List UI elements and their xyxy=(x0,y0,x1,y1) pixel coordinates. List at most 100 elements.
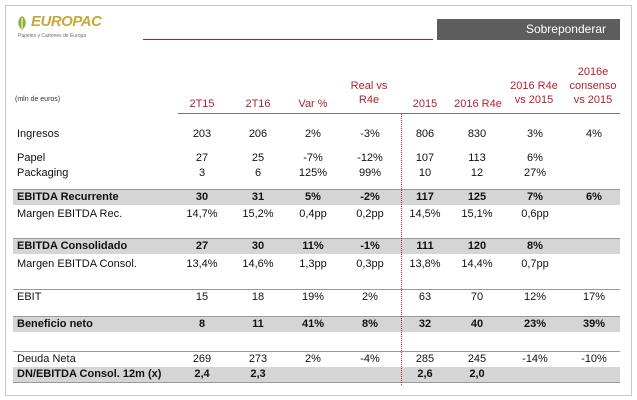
cell: -2% xyxy=(360,191,380,203)
cell: 15,2% xyxy=(242,208,274,220)
cell: 2,6 xyxy=(417,368,433,380)
col-header-2t16: 2T16 xyxy=(245,98,271,110)
cell: 7% xyxy=(527,191,543,203)
cell: 8% xyxy=(527,240,543,252)
table-row: Ingresos 203 206 2% -3% 806 830 3% 4% xyxy=(13,127,620,142)
cell: 1,3pp xyxy=(299,258,327,270)
col-header-consenso: 2016e consenso vs 2015 xyxy=(569,66,617,106)
cell: 6% xyxy=(527,152,543,164)
cell: 12% xyxy=(523,291,547,303)
cell: 30 xyxy=(251,240,265,252)
row-label: Papel xyxy=(17,152,46,164)
cell: 4% xyxy=(586,128,602,140)
cell: 14,7% xyxy=(186,208,218,220)
cell: 0,7pp xyxy=(521,258,549,270)
cell: 11% xyxy=(302,240,324,252)
cell: 0,3pp xyxy=(356,258,384,270)
cell: 70 xyxy=(470,291,484,303)
cell: 3% xyxy=(527,128,543,140)
cell: 2% xyxy=(305,353,321,365)
cell: 31 xyxy=(251,191,265,203)
cell: 14,6% xyxy=(242,258,274,270)
col-header-2016r4e-vs: 2016 R4e vs 2015 xyxy=(510,80,558,106)
cell: 2% xyxy=(305,128,321,140)
col-header-var: Var % xyxy=(298,98,328,110)
cell: 23% xyxy=(523,318,547,330)
col-header-2015: 2015 xyxy=(412,98,438,110)
row-label: Margen EBITDA Consol. xyxy=(17,258,137,270)
cell: 17% xyxy=(582,291,606,303)
table-row: DN/EBITDA Consol. 12m (x) 2,4 2,3 2,6 2,… xyxy=(13,367,620,383)
cell: -1% xyxy=(360,240,380,252)
cell: 14,4% xyxy=(461,258,493,270)
cell: 111 xyxy=(416,240,434,252)
cell: 10 xyxy=(418,167,432,179)
cell: -7% xyxy=(303,152,323,164)
cell: 27 xyxy=(195,240,209,252)
cell: 6% xyxy=(586,191,602,203)
cell: 11 xyxy=(252,318,264,330)
cell: 32 xyxy=(418,318,432,330)
units-label: (mln de euros) xyxy=(15,96,61,103)
cell: 5% xyxy=(305,191,321,203)
cell: 99% xyxy=(358,167,382,179)
cell: 120 xyxy=(467,240,487,252)
row-label: Ingresos xyxy=(17,128,60,140)
cell: 2,0 xyxy=(469,368,485,380)
table-row: Margen EBITDA Rec. 14,7% 15,2% 0,4pp 0,2… xyxy=(13,207,620,222)
col-header-2016r4e: 2016 R4e xyxy=(454,98,502,110)
cell: 13,4% xyxy=(186,258,218,270)
cell: 125% xyxy=(298,167,328,179)
cell: -3% xyxy=(360,128,380,140)
cell: 13,8% xyxy=(409,258,441,270)
cell: 125 xyxy=(467,191,487,203)
cell: 25 xyxy=(251,152,265,164)
logo-text: EUROPAC xyxy=(31,13,102,30)
table-row: Beneficio neto 8 11 41% 8% 32 40 23% 39% xyxy=(13,316,620,332)
cell: 269 xyxy=(192,353,212,365)
row-label: Packaging xyxy=(17,167,69,179)
cell: 830 xyxy=(467,128,487,140)
table-row: Packaging 3 6 125% 99% 10 12 27% xyxy=(13,166,620,181)
cell: 15 xyxy=(195,291,209,303)
row-label: DN/EBITDA Consol. 12m (x) xyxy=(17,368,162,380)
cell: 6 xyxy=(254,167,262,179)
cell: 30 xyxy=(195,191,209,203)
col-header-real-vs: Real vs R4e xyxy=(350,80,388,106)
cell: 8 xyxy=(198,318,206,330)
leaf-logo-icon xyxy=(18,16,26,30)
cell: 40 xyxy=(470,318,484,330)
cell: 203 xyxy=(192,128,212,140)
cell: -14% xyxy=(522,353,548,365)
cell: 0,4pp xyxy=(299,208,327,220)
cell: 27 xyxy=(195,152,209,164)
table-row: Margen EBITDA Consol. 13,4% 14,6% 1,3pp … xyxy=(13,257,620,272)
cell: 273 xyxy=(248,353,268,365)
rating-banner: Sobreponderar xyxy=(437,19,620,40)
cell: 27% xyxy=(523,167,547,179)
cell: -10% xyxy=(581,353,607,365)
table-row: Deuda Neta 269 273 2% -4% 285 245 -14% -… xyxy=(13,351,620,367)
cell: 8% xyxy=(362,318,378,330)
cell: 2,4 xyxy=(194,368,210,380)
cell: 206 xyxy=(248,128,268,140)
table-row: EBITDA Recurrente 30 31 5% -2% 117 125 7… xyxy=(13,189,620,205)
header-rule xyxy=(143,39,433,40)
table-row: EBIT 15 18 19% 2% 63 70 12% 17% xyxy=(13,289,620,305)
cell: 18 xyxy=(251,291,265,303)
row-label: EBIT xyxy=(17,291,42,303)
cell: 806 xyxy=(415,128,435,140)
col-header-2t15: 2T15 xyxy=(189,98,215,110)
cell: 0,6pp xyxy=(521,208,549,220)
cell: 63 xyxy=(418,291,432,303)
table-row: EBITDA Consolidado 27 30 11% -1% 111 120… xyxy=(13,238,620,254)
cell: 117 xyxy=(416,191,434,203)
cell: 245 xyxy=(467,353,487,365)
cell: 15,1% xyxy=(461,208,493,220)
cell: 107 xyxy=(415,152,435,164)
row-label: Deuda Neta xyxy=(17,353,76,365)
row-label: Beneficio neto xyxy=(17,318,93,330)
cell: 19% xyxy=(301,291,325,303)
logo-subtitle: Papeles y Cartones de Europa xyxy=(18,33,87,39)
row-label: Margen EBITDA Rec. xyxy=(17,208,123,220)
